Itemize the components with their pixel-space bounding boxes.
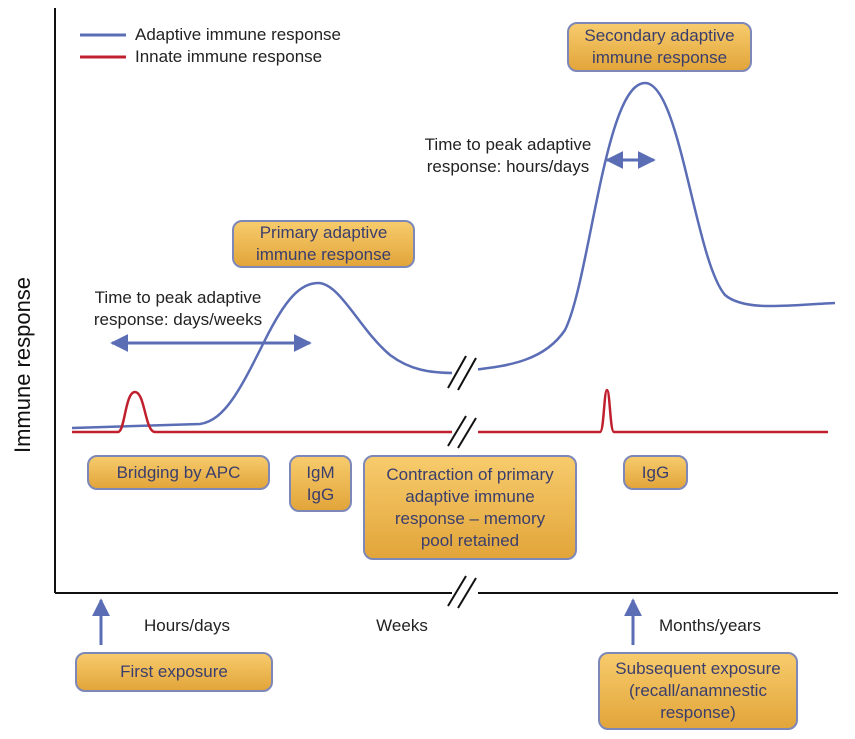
annotation: Time to peak adaptive response: days/week…	[78, 287, 278, 331]
label-box: Secondary adaptive immune response	[567, 22, 752, 72]
label-box: Primary adaptive immune response	[232, 220, 415, 268]
label-box: Contraction of primary adaptive immune res…	[363, 455, 577, 560]
annotation-line: Time to peak adaptive	[424, 135, 592, 154]
box-text: Primary adaptive	[259, 223, 388, 242]
box-text: immune response	[255, 245, 392, 264]
label-box: IgM IgG	[289, 455, 352, 512]
annotation-line: Time to peak adaptive	[94, 288, 262, 307]
legend-label: Innate immune response	[135, 47, 323, 66]
box-text: IgM	[306, 462, 335, 482]
label-box: IgG	[623, 455, 688, 490]
box-text: pool retained	[420, 530, 520, 550]
annotation: Time to peak adaptive response: hours/day…	[405, 134, 611, 178]
label-box: Bridging by APC	[87, 455, 270, 490]
break-marks	[447, 355, 478, 609]
y-axis-label: Immune response	[10, 277, 35, 453]
label-box: Subsequent exposure (recall/anamnestic res…	[598, 652, 798, 730]
adaptive-curve	[71, 81, 836, 430]
box-text: IgG	[641, 462, 670, 482]
box-text: response – memory	[394, 508, 546, 528]
box-text: IgG	[306, 484, 335, 504]
box-text: immune response	[591, 48, 728, 67]
annotation-line: response: hours/days	[426, 157, 590, 176]
box-text: response)	[660, 703, 736, 722]
box-text: Contraction of primary	[386, 464, 554, 484]
box-text: adaptive immune	[405, 486, 535, 506]
x-label: Months/years	[658, 616, 762, 635]
box-text: Secondary adaptive	[584, 26, 735, 45]
annotation-line: response: days/weeks	[93, 310, 263, 329]
box-text: (recall/anamnestic	[629, 681, 767, 700]
box-text: First exposure	[120, 662, 228, 681]
label-box: First exposure	[75, 652, 273, 692]
x-label: Hours/days	[144, 616, 230, 635]
box-text: Bridging by APC	[116, 462, 241, 482]
x-label: Weeks	[376, 616, 428, 635]
legend-label: Adaptive immune response	[135, 25, 342, 44]
box-text: Subsequent exposure	[615, 659, 781, 678]
